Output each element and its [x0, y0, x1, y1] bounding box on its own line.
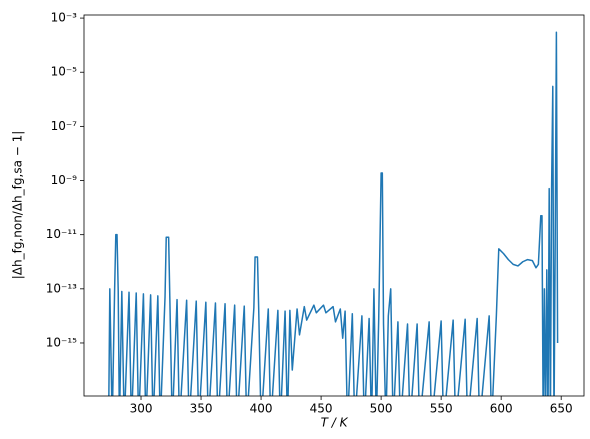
x-tick-label: 500 — [370, 402, 393, 416]
y-axis-label: |Δh_fg,non/Δh_fg,sa − 1| — [11, 131, 25, 280]
x-axis-label: T / K — [321, 416, 349, 430]
y-tick-label: 10⁻⁹ — [51, 173, 78, 187]
x-tick-label: 450 — [310, 402, 333, 416]
y-tick-label: 10⁻⁵ — [51, 65, 78, 79]
x-tick-label: 550 — [430, 402, 453, 416]
data-line — [108, 31, 559, 396]
y-tick-label: 10⁻¹⁵ — [46, 335, 77, 349]
y-tick-label: 10⁻³ — [51, 11, 78, 25]
plot-frame — [83, 14, 585, 397]
y-tick-label: 10⁻¹³ — [46, 281, 77, 295]
y-tick-label: 10⁻⁷ — [51, 119, 78, 133]
x-tick-label: 650 — [550, 402, 573, 416]
x-tick-label: 350 — [190, 402, 213, 416]
x-tick-label: 300 — [130, 402, 153, 416]
x-tick-label: 400 — [250, 402, 273, 416]
x-tick-label: 600 — [490, 402, 513, 416]
y-tick-label: 10⁻¹¹ — [46, 227, 77, 241]
